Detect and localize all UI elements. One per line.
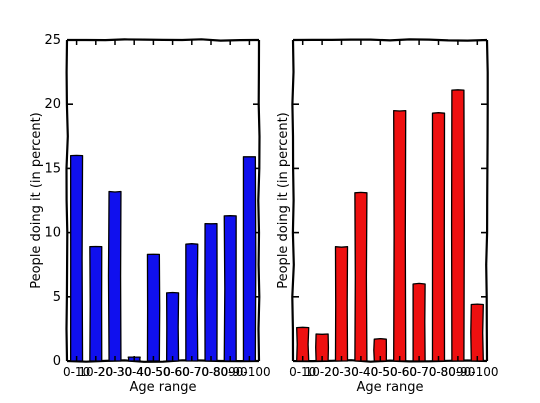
y-axis-label: People doing it (in percent) xyxy=(29,112,44,289)
x-tick-label: 80-90 xyxy=(440,365,475,379)
y-tick-label: 20 xyxy=(44,97,61,112)
left-chart-panel: 0 5 10 15 20 25 0-1010-2020-3030-4040-5050-606… xyxy=(29,33,271,395)
bar xyxy=(165,291,180,362)
plot-frame xyxy=(291,38,489,363)
x-axis-label: Age range xyxy=(356,380,423,395)
y-axis-label: People doing it (in percent) xyxy=(276,112,291,289)
x-tick-label: 90-100 xyxy=(228,365,271,379)
bar xyxy=(431,112,446,362)
x-tick-label: 60-70 xyxy=(174,365,209,379)
x-tick-label: 50-60 xyxy=(155,365,190,379)
x-tick-label: 90-100 xyxy=(456,365,499,379)
bar xyxy=(412,282,426,362)
bar xyxy=(470,303,484,362)
bar xyxy=(107,190,122,362)
x-axis-label: Age range xyxy=(129,380,196,395)
x-tick-label: 0-10 xyxy=(289,365,316,379)
x-tick-label: 70-80 xyxy=(421,365,456,379)
x-tick-label: 40-50 xyxy=(136,365,171,379)
y-tick-label: 5 xyxy=(53,290,61,305)
bar xyxy=(373,337,388,362)
bar xyxy=(223,215,237,362)
x-tick-label: 10-20 xyxy=(78,365,113,379)
bar xyxy=(450,89,465,362)
bar xyxy=(89,245,103,362)
bar xyxy=(69,154,84,362)
x-tick-label: 80-90 xyxy=(213,365,248,379)
x-tick-label: 10-20 xyxy=(305,365,340,379)
bar xyxy=(296,326,310,362)
right-chart-panel: 0-1010-2020-3030-4040-5050-6060-7070-808… xyxy=(276,38,499,395)
bar xyxy=(393,109,407,362)
y-tick-label: 15 xyxy=(44,161,61,176)
plot-frame xyxy=(65,38,261,363)
bar xyxy=(242,156,257,362)
bar xyxy=(185,243,199,362)
bar xyxy=(146,253,161,362)
x-tick-label: 50-60 xyxy=(382,365,417,379)
x-tick-label: 30-40 xyxy=(117,365,152,379)
bar xyxy=(315,333,330,362)
y-tick-label: 25 xyxy=(44,33,61,48)
x-tick-label: 30-40 xyxy=(343,365,378,379)
x-tick-label: 70-80 xyxy=(194,365,229,379)
y-tick-label: 10 xyxy=(44,226,61,241)
x-tick-label: 20-30 xyxy=(98,365,133,379)
bar xyxy=(204,222,218,362)
x-tick-label: 0-10 xyxy=(63,365,90,379)
x-tick-label: 20-30 xyxy=(324,365,359,379)
bar xyxy=(354,191,368,362)
x-tick-label: 60-70 xyxy=(402,365,437,379)
y-tick-label: 0 xyxy=(53,354,61,369)
bar xyxy=(334,246,349,362)
x-tick-label: 40-50 xyxy=(363,365,398,379)
